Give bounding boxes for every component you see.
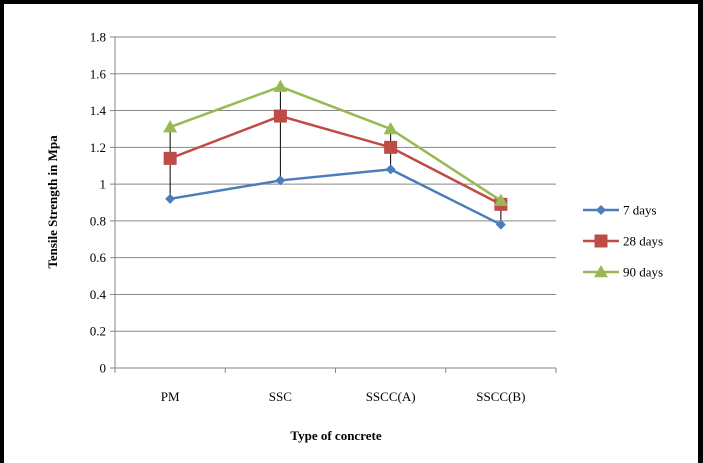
x-tick-label: SSCC(A) [366, 389, 416, 404]
x-tick-label: SSCC(B) [476, 389, 525, 404]
legend-label: 7 days [623, 203, 657, 218]
legend-label: 28 days [623, 234, 663, 249]
y-tick-label: 1 [100, 177, 107, 192]
data-point [495, 219, 506, 230]
legend-marker [596, 205, 606, 215]
x-axis-title: Type of concrete [290, 428, 381, 443]
data-point [385, 164, 396, 175]
data-point [273, 79, 288, 92]
x-tick-labels: PM SSC SSCC(A) SSCC(B) [161, 389, 526, 404]
series-3 [163, 79, 508, 206]
series-group [163, 79, 508, 230]
data-point [275, 175, 286, 186]
y-tick-label: 0.4 [90, 287, 107, 302]
y-tick-label: 1.6 [90, 66, 107, 81]
data-point [163, 151, 177, 165]
legend-marker [594, 265, 608, 278]
gridlines [115, 36, 556, 369]
legend-marker [594, 234, 608, 248]
y-tick-label: 0 [100, 361, 107, 376]
data-point [384, 140, 398, 154]
data-point [163, 120, 178, 133]
series-line [169, 168, 502, 226]
y-axis-title: Tensile Strength in Mpa [45, 135, 60, 269]
legend-entry: 28 days [583, 234, 663, 249]
series-line [169, 85, 502, 202]
legend-entry: 90 days [583, 265, 663, 280]
y-tick-labels: 0 0.2 0.4 0.6 0.8 1 1.2 1.4 1.6 1.8 [90, 30, 107, 376]
x-tick-label: SSC [269, 389, 292, 404]
y-tick-label: 1.2 [90, 140, 106, 155]
y-tick-label: 0.8 [90, 213, 106, 228]
y-tick-label: 1.4 [90, 103, 107, 118]
y-tick-label: 1.8 [90, 30, 106, 45]
series-2 [163, 109, 508, 211]
legend: 7 days 28 days 90 days [583, 203, 663, 280]
data-point [493, 193, 508, 206]
data-point [273, 109, 287, 123]
y-tick-label: 0.2 [90, 324, 106, 339]
data-point [165, 193, 176, 204]
x-tick-label: PM [161, 389, 180, 404]
axes [110, 36, 557, 373]
series-line [169, 114, 502, 206]
series-1 [165, 164, 506, 230]
data-point [383, 121, 398, 135]
legend-entry: 7 days [583, 203, 657, 218]
y-tick-label: 0.6 [90, 250, 107, 265]
legend-label: 90 days [623, 265, 663, 280]
